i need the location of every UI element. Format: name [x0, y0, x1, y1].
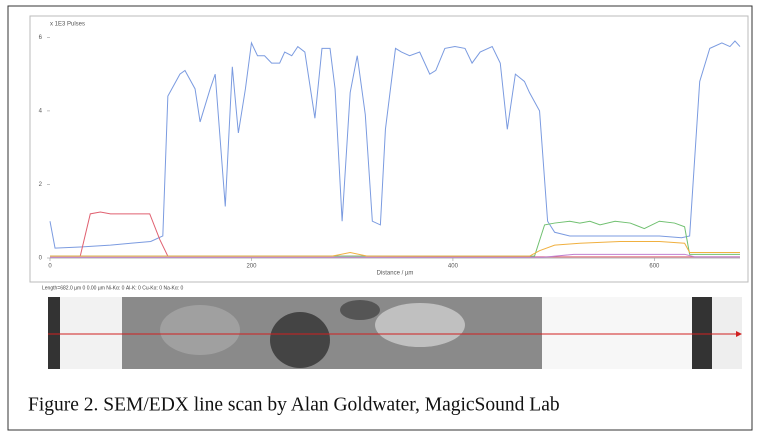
sem-pore [270, 312, 330, 368]
y-axis-label: x 1E3 Pulses [50, 22, 85, 28]
x-tick-label: 200 [246, 264, 257, 270]
caption: Figure 2. SEM/EDX line scan by Alan Gold… [28, 394, 560, 415]
page: x 1E3 Pulses Distance / µm Length=682.0 … [0, 0, 760, 439]
x-tick-label: 400 [448, 264, 459, 270]
info-line: Length=682.0 µm 0 0.00 µm Ni-Kα: 0 Al-K:… [42, 285, 184, 291]
sem-pore [340, 300, 380, 320]
x-axis-label: Distance / µm [377, 271, 414, 277]
sem-bright-region [542, 297, 692, 369]
chart-panel [30, 16, 748, 282]
x-tick-label: 600 [649, 264, 660, 270]
sem-grain [375, 303, 465, 347]
figure: x 1E3 Pulses Distance / µm Length=682.0 … [0, 0, 760, 434]
sem-image [48, 297, 742, 369]
sem-dark-edge [692, 297, 712, 369]
sem-bright-region [60, 297, 122, 369]
sem-grain [160, 305, 240, 355]
sem-dark-edge [48, 297, 60, 369]
